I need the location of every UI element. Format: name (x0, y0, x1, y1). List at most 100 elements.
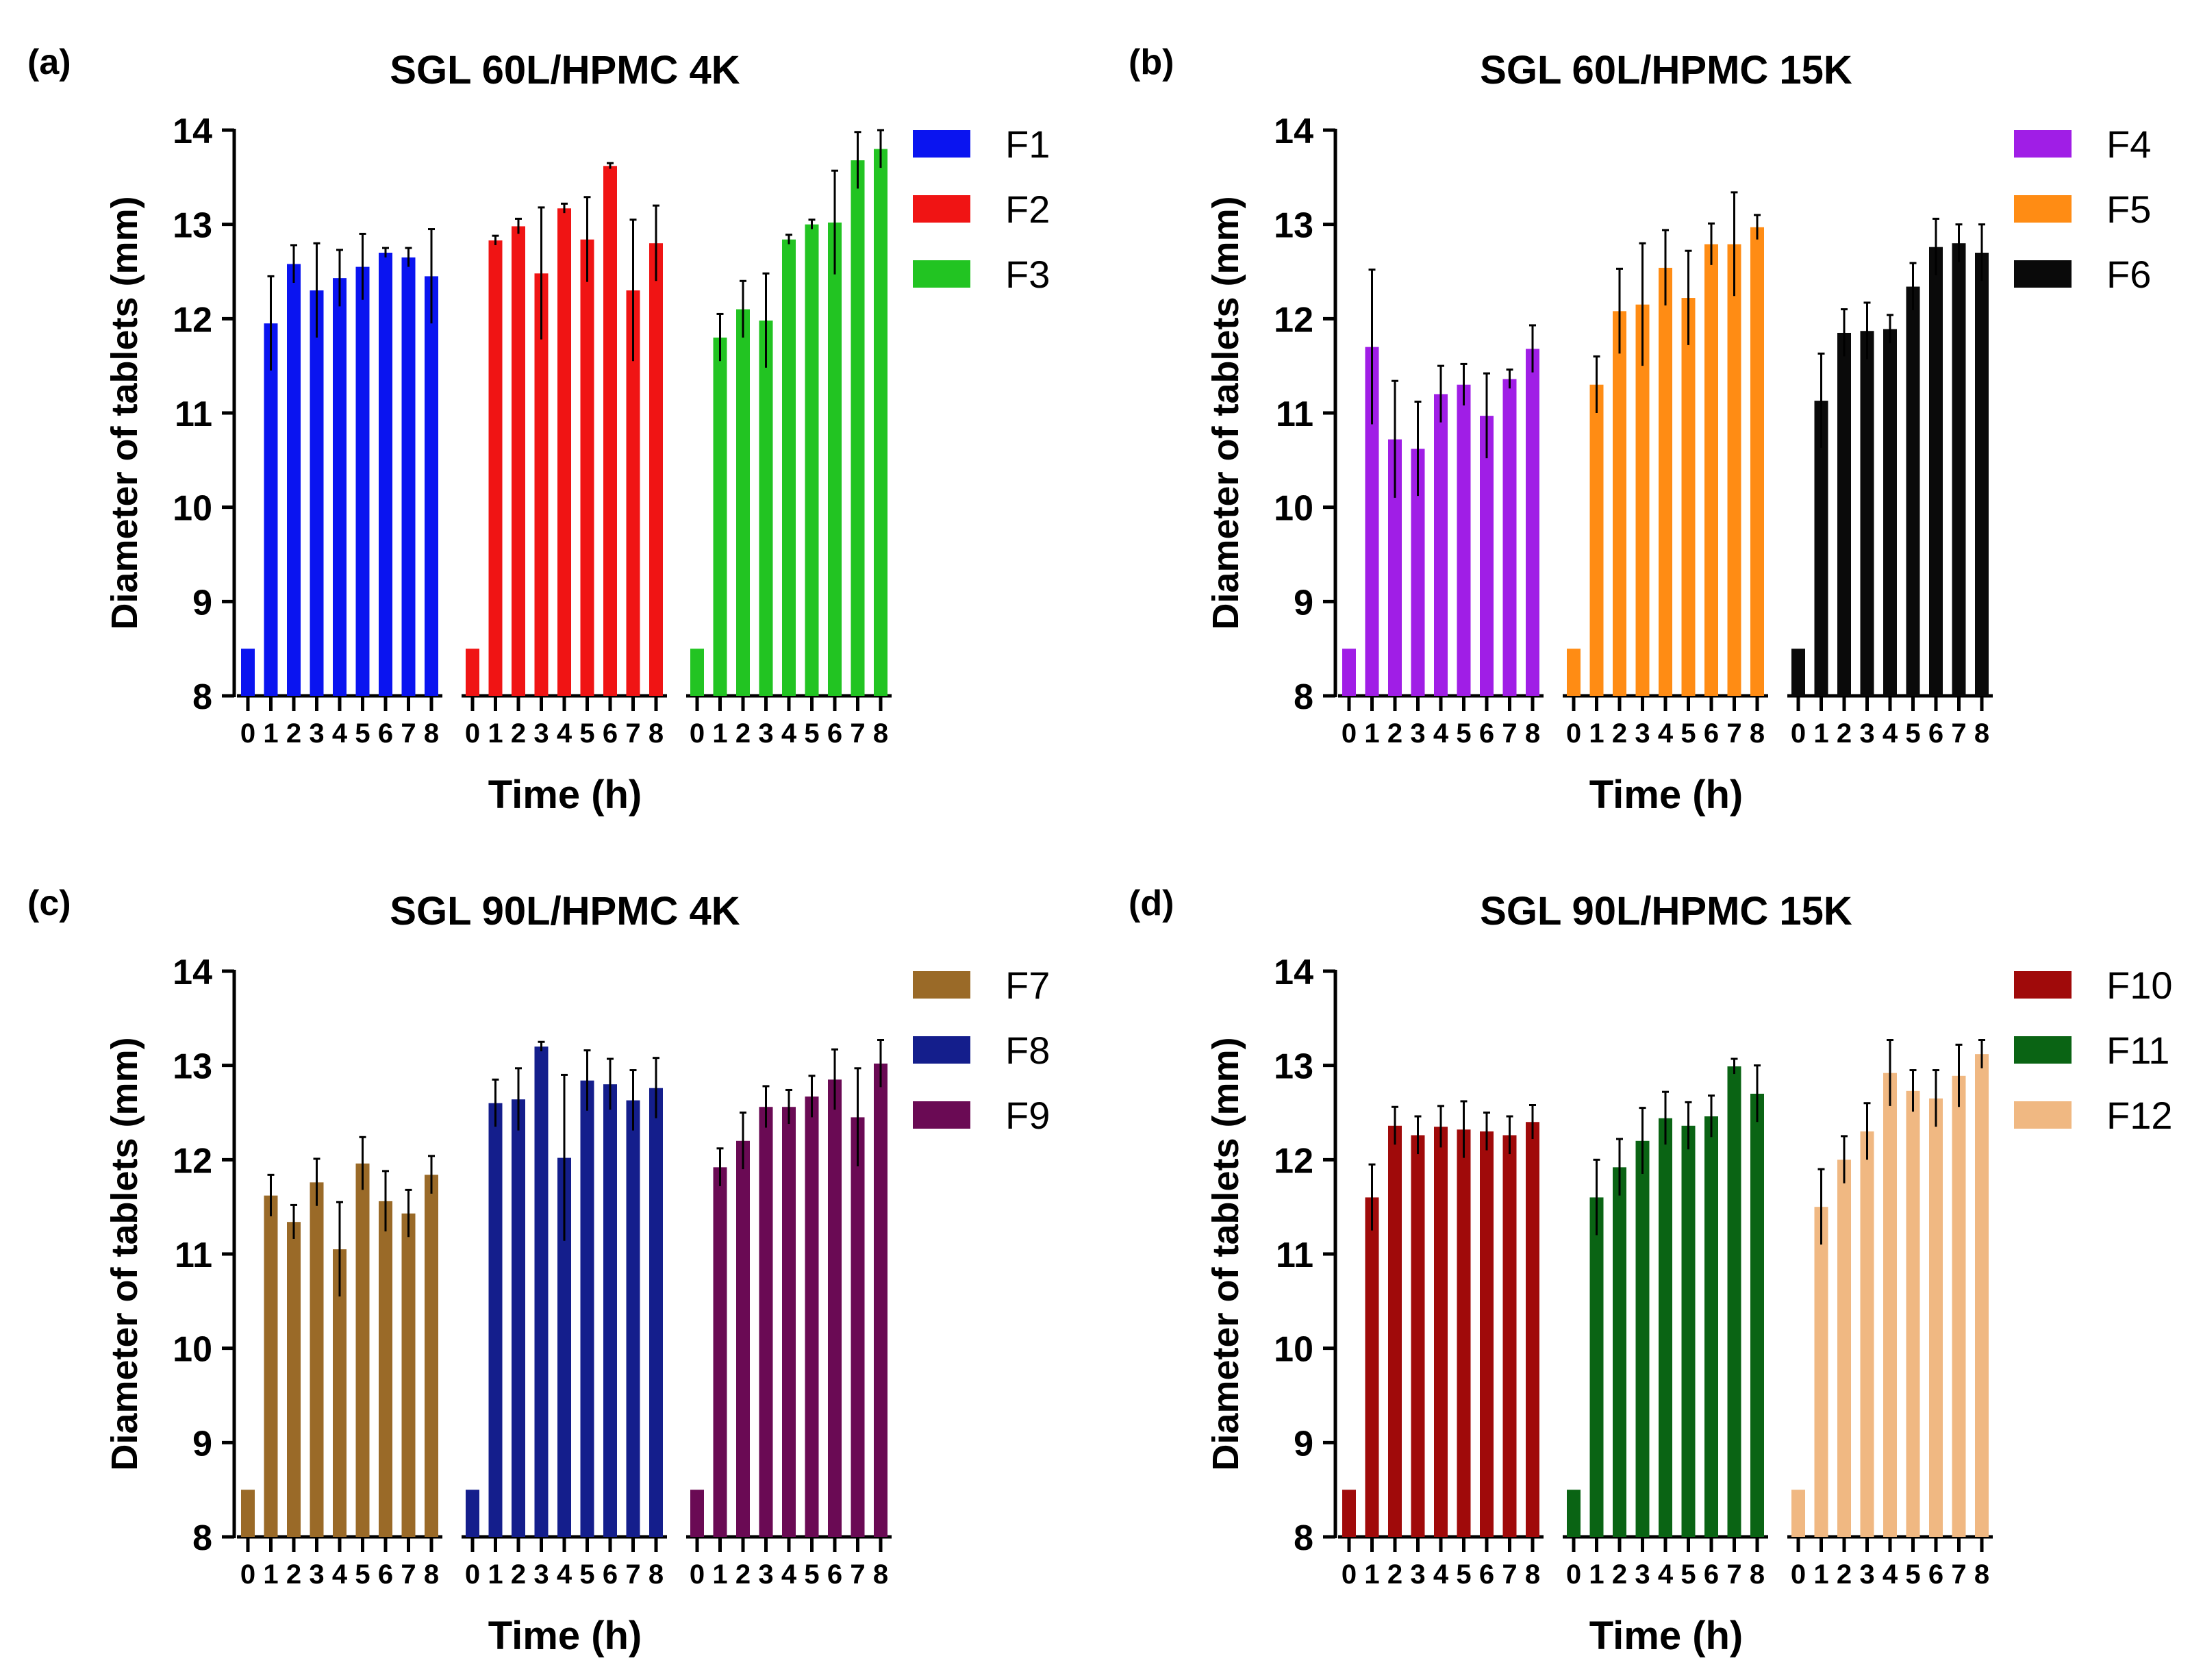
bar-F12-6 (1929, 1098, 1943, 1537)
bar-F9-5 (805, 1096, 819, 1537)
bar-F10-4 (1434, 1127, 1448, 1537)
x-tick-label: 1 (1813, 718, 1828, 749)
x-tick-label: 3 (1635, 1559, 1650, 1590)
x-tick-label: 2 (511, 718, 526, 749)
bar-F12-4 (1883, 1073, 1897, 1537)
bar-F7-7 (401, 1213, 416, 1537)
y-tick-label: 8 (192, 677, 212, 717)
y-tick-label: 11 (175, 394, 212, 434)
x-tick-label: 7 (1726, 1559, 1741, 1590)
x-tick-label: 5 (1680, 1559, 1696, 1590)
panel-1: (b) SGL 60L/HPMC 15K891011121314Diameter … (1129, 42, 2151, 817)
bar-F2-0 (466, 649, 479, 696)
x-tick-label: 5 (355, 718, 370, 749)
bar-F2-2 (512, 226, 525, 696)
x-tick-label: 4 (1433, 1559, 1449, 1590)
x-tick-label: 0 (690, 718, 705, 749)
y-tick-label: 12 (173, 300, 212, 340)
bar-F11-3 (1635, 1140, 1650, 1537)
chart-title: SGL 60L/HPMC 15K (1480, 48, 1852, 92)
legend-label-F8: F8 (1005, 1029, 1050, 1072)
x-tick-label: 5 (1456, 1559, 1471, 1590)
bar-F9-8 (874, 1063, 888, 1537)
panel-label: (b) (1129, 42, 1174, 82)
legend-label-F10: F10 (2106, 964, 2173, 1007)
bar-F2-5 (580, 239, 594, 696)
bar-F10-2 (1388, 1125, 1402, 1537)
x-tick-label: 1 (488, 1559, 503, 1590)
x-tick-label: 7 (850, 718, 865, 749)
x-tick-label: 0 (690, 1559, 705, 1590)
bar-F6-0 (1791, 649, 1805, 696)
x-tick-label: 2 (286, 718, 301, 749)
y-tick-label: 13 (173, 1047, 212, 1087)
y-tick-label: 14 (1274, 953, 1313, 992)
bar-F5-6 (1704, 244, 1718, 696)
bar-F9-6 (828, 1079, 842, 1537)
x-tick-label: 7 (1951, 1559, 1966, 1590)
x-tick-label: 7 (1951, 718, 1966, 749)
x-tick-label: 6 (1928, 1559, 1943, 1590)
chart-title: SGL 90L/HPMC 4K (390, 889, 740, 933)
legend-label-F3: F3 (1005, 253, 1050, 296)
x-tick-label: 1 (712, 1559, 727, 1590)
x-tick-label: 8 (1525, 1559, 1540, 1590)
x-tick-label: 8 (873, 718, 888, 749)
legend-label-F7: F7 (1005, 964, 1050, 1007)
bar-F5-0 (1567, 649, 1581, 696)
x-tick-label: 0 (1791, 1559, 1806, 1590)
x-tick-label: 2 (1837, 718, 1852, 749)
bar-F2-4 (557, 208, 571, 697)
x-tick-label: 0 (1342, 1559, 1357, 1590)
x-tick-label: 6 (827, 1559, 842, 1590)
x-tick-label: 6 (1704, 1559, 1719, 1590)
x-tick-label: 8 (1750, 1559, 1765, 1590)
x-tick-label: 2 (286, 1559, 301, 1590)
bar-F3-1 (713, 337, 727, 696)
x-tick-label: 3 (1859, 1559, 1874, 1590)
bar-F10-1 (1365, 1197, 1379, 1537)
chart-title: SGL 60L/HPMC 4K (390, 48, 740, 92)
bar-F12-8 (1975, 1054, 1989, 1537)
bar-F10-8 (1526, 1122, 1539, 1537)
y-tick-label: 14 (1274, 112, 1313, 151)
x-tick-label: 2 (511, 1559, 526, 1590)
bar-F10-3 (1411, 1135, 1425, 1537)
panel-3: (d) SGL 90L/HPMC 15K891011121314Diameter … (1129, 883, 2173, 1658)
bar-F1-3 (310, 290, 324, 696)
y-tick-label: 14 (173, 953, 212, 992)
x-tick-label: 4 (557, 1559, 572, 1590)
legend-label-F9: F9 (1005, 1094, 1050, 1137)
x-tick-label: 6 (827, 718, 842, 749)
bar-F1-0 (241, 649, 255, 696)
x-tick-label: 5 (1456, 718, 1471, 749)
bar-F4-3 (1411, 449, 1425, 696)
x-tick-label: 5 (804, 718, 819, 749)
legend-label-F12: F12 (2106, 1094, 2173, 1137)
legend-label-F6: F6 (2106, 253, 2151, 296)
y-tick-label: 12 (1274, 1141, 1313, 1181)
x-tick-label: 3 (309, 1559, 324, 1590)
legend-swatch-F9 (913, 1101, 970, 1129)
x-tick-label: 5 (579, 1559, 594, 1590)
bar-F9-3 (759, 1107, 773, 1537)
bar-F11-6 (1704, 1116, 1718, 1537)
x-tick-label: 4 (781, 718, 797, 749)
y-tick-label: 10 (1274, 489, 1313, 529)
x-tick-label: 7 (1502, 718, 1517, 749)
x-tick-label: 1 (1589, 1559, 1604, 1590)
legend-label-F11: F11 (2106, 1029, 2169, 1072)
bar-F8-1 (488, 1103, 503, 1537)
bar-F3-3 (759, 321, 773, 696)
x-tick-label: 4 (1883, 1559, 1898, 1590)
x-tick-label: 3 (1635, 718, 1650, 749)
x-tick-label: 3 (758, 1559, 773, 1590)
x-tick-label: 7 (850, 1559, 865, 1590)
bar-F6-6 (1929, 247, 1943, 696)
x-tick-label: 8 (873, 1559, 888, 1590)
legend-swatch-F8 (913, 1036, 970, 1064)
bar-F7-1 (264, 1195, 278, 1537)
y-axis-label: Diameter of tablets (mm) (104, 196, 145, 629)
y-tick-label: 9 (192, 1424, 212, 1464)
